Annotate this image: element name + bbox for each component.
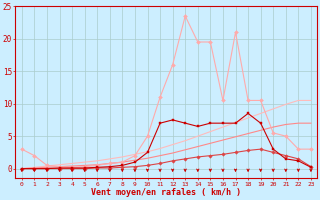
X-axis label: Vent moyen/en rafales ( km/h ): Vent moyen/en rafales ( km/h ) [92, 188, 241, 197]
